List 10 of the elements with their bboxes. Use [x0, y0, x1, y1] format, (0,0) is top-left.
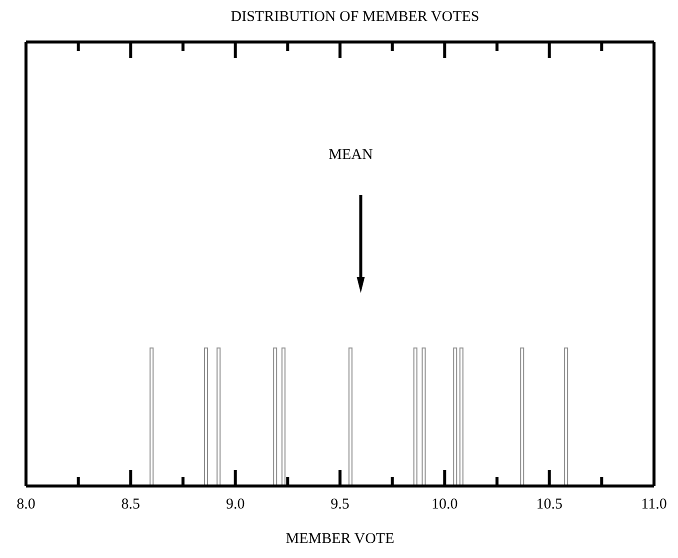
x-tick-label: 9.0	[226, 496, 245, 513]
text: MEAN	[328, 147, 374, 163]
x-axis-title: MEMBER VOTE	[286, 531, 394, 547]
x-tick-label: 8.5	[121, 496, 140, 513]
x-tick-label: 10.5	[536, 496, 562, 513]
x-tick-label: 9.5	[330, 496, 350, 513]
chart-title: DISTRIBUTION OF MEMBER VOTES	[230, 9, 480, 25]
x-tick-label: 11.0	[641, 496, 667, 513]
x-tick-label: 10.0	[432, 496, 458, 513]
x-tick-label: 8.0	[16, 496, 36, 513]
